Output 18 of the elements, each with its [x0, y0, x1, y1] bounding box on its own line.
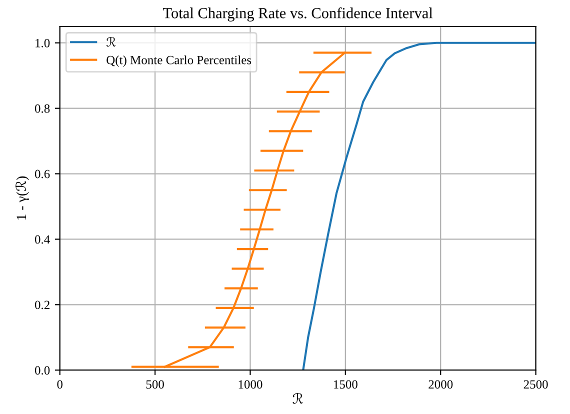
x-tick-label: 1500: [334, 380, 358, 389]
x-tick-label: 500: [146, 380, 164, 389]
y-tick-label: 0.6: [34, 170, 50, 178]
y-tick-label: 0.2: [34, 300, 50, 310]
y-tick-label: 0.4: [34, 235, 50, 244]
y-tick-label: 0.0: [34, 366, 50, 375]
y-axis-title: 1 - γ(ℛ): [15, 176, 29, 220]
x-tick-label: 1000: [238, 380, 262, 389]
x-tick-label: 2000: [428, 380, 453, 389]
y-tick-label: 0.8: [34, 104, 50, 113]
chart-title: Total Charging Rate vs. Confidence Interval: [163, 7, 433, 22]
x-tick-label: 0: [57, 380, 62, 389]
x-axis-title: ℛ: [292, 392, 303, 404]
y-tick-label: 1.0: [36, 38, 50, 48]
x-tick-label: 2500: [524, 380, 548, 389]
line-series: [302, 42, 536, 370]
legend-label: Q(t) Monte Carlo Percentiles: [106, 55, 252, 67]
legend-label: ℛ: [106, 36, 116, 47]
